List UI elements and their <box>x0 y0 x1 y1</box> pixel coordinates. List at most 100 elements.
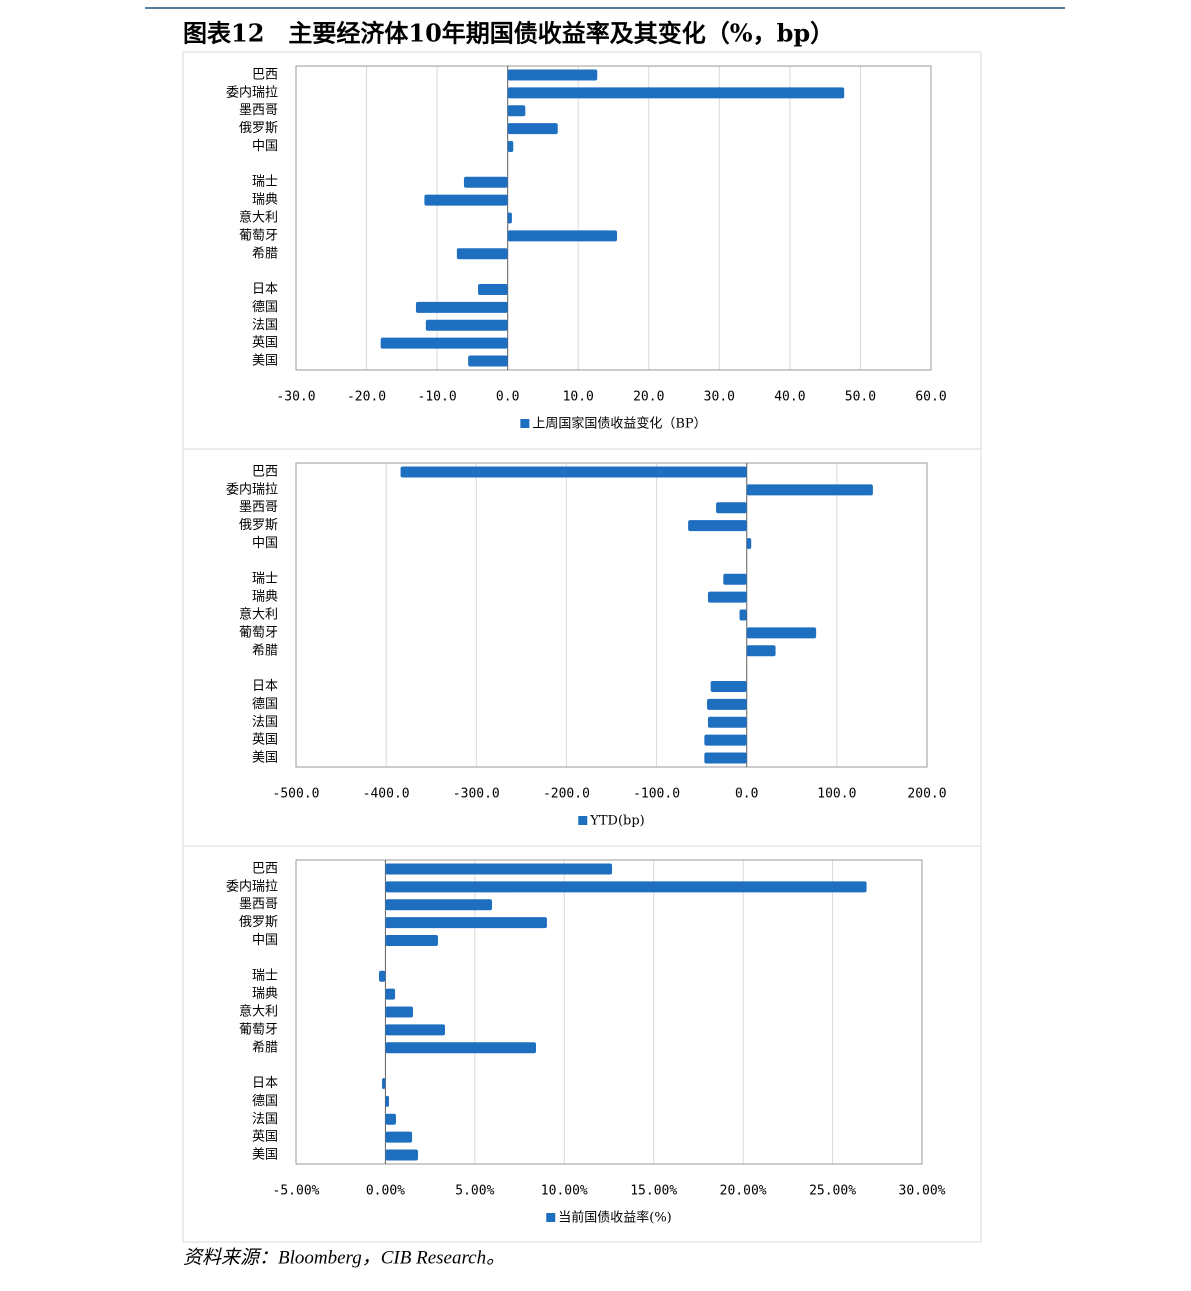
x-tick-label: -30.0 <box>276 390 315 405</box>
y-tick-label: 希腊 <box>252 246 278 261</box>
x-tick-label: 5.00% <box>455 1184 494 1199</box>
y-tick-label: 瑞典 <box>252 193 278 208</box>
bar <box>707 716 747 728</box>
bar <box>385 1131 413 1143</box>
bar <box>710 681 747 693</box>
y-tick-label: 法国 <box>252 1112 278 1127</box>
legend-label: 当前国债收益率(%) <box>558 1210 672 1226</box>
bar <box>378 970 386 982</box>
bar <box>507 212 512 224</box>
x-tick-label: 200.0 <box>907 787 946 802</box>
x-tick-label: -500.0 <box>273 787 320 802</box>
y-tick-label: 葡萄牙 <box>239 1022 278 1037</box>
x-tick-label: 0.0 <box>496 390 519 405</box>
x-tick-label: 10.0 <box>563 390 594 405</box>
bar <box>507 87 845 99</box>
x-tick-label: 50.0 <box>845 390 876 405</box>
x-tick-label: 30.0 <box>704 390 735 405</box>
y-tick-label: 巴西 <box>252 464 278 479</box>
x-tick-label: 10.00% <box>541 1184 588 1199</box>
bar <box>507 140 514 152</box>
x-tick-label: 40.0 <box>774 390 805 405</box>
bar <box>688 520 747 532</box>
bar <box>707 591 747 603</box>
y-tick-label: 瑞士 <box>252 969 278 984</box>
y-tick-label: 瑞士 <box>252 572 278 587</box>
y-tick-label: 意大利 <box>239 210 278 226</box>
bar <box>380 337 508 349</box>
bar <box>456 248 508 260</box>
x-tick-label: 0.00% <box>366 1184 405 1199</box>
y-tick-label: 意大利 <box>239 1004 278 1020</box>
bar <box>385 1006 413 1018</box>
x-tick-label: 20.00% <box>720 1184 767 1199</box>
y-tick-label: 日本 <box>252 1076 278 1091</box>
bar <box>400 466 747 478</box>
y-tick-label: 中国 <box>252 933 278 948</box>
legend-swatch <box>578 816 588 825</box>
y-tick-label: 俄罗斯 <box>239 518 278 533</box>
bar <box>463 176 508 188</box>
bar <box>385 1095 390 1107</box>
bar <box>385 1149 418 1161</box>
y-tick-label: 委内瑞拉 <box>226 878 278 894</box>
y-tick-label: 英国 <box>252 336 278 351</box>
bar <box>723 573 747 585</box>
bar <box>415 301 508 313</box>
bar <box>385 863 613 875</box>
y-tick-label: 俄罗斯 <box>239 915 278 930</box>
y-tick-label: 美国 <box>252 751 278 766</box>
x-tick-label: -200.0 <box>543 787 590 802</box>
y-tick-label: 德国 <box>252 1094 278 1109</box>
plot-frame <box>295 462 928 768</box>
x-tick-label: 30.00% <box>899 1184 946 1199</box>
bar <box>746 537 752 549</box>
x-tick-label: 60.0 <box>915 390 946 405</box>
x-tick-label: -300.0 <box>453 787 500 802</box>
y-tick-label: 中国 <box>252 139 278 154</box>
y-tick-label: 美国 <box>252 1148 278 1163</box>
y-tick-label: 墨西哥 <box>239 897 278 912</box>
source-note: 资料来源：Bloomberg，CIB Research。 <box>183 1247 505 1268</box>
bar <box>739 609 747 621</box>
bar <box>716 502 747 514</box>
y-tick-label: 希腊 <box>252 643 278 658</box>
legend-swatch <box>546 1213 556 1222</box>
y-tick-label: 瑞典 <box>252 987 278 1002</box>
bar <box>468 355 508 367</box>
y-tick-label: 英国 <box>252 733 278 748</box>
x-tick-label: -10.0 <box>418 390 457 405</box>
x-tick-label: 25.00% <box>809 1184 856 1199</box>
bar <box>385 1113 396 1125</box>
bar <box>507 69 598 81</box>
y-tick-label: 日本 <box>252 282 278 297</box>
plot-frame <box>295 859 923 1165</box>
y-tick-label: 法国 <box>252 318 278 333</box>
x-tick-label: 20.0 <box>633 390 664 405</box>
x-tick-label: 15.00% <box>630 1184 677 1199</box>
y-tick-label: 巴西 <box>252 67 278 82</box>
y-tick-label: 希腊 <box>252 1040 278 1055</box>
bar <box>746 645 776 657</box>
y-tick-label: 墨西哥 <box>239 500 278 515</box>
y-tick-label: 中国 <box>252 536 278 551</box>
bar <box>385 1024 445 1036</box>
bar <box>382 1078 386 1090</box>
legend-label: YTD(bp) <box>589 814 644 829</box>
bar <box>507 123 558 135</box>
x-tick-label: -100.0 <box>633 787 680 802</box>
bar <box>704 752 747 764</box>
y-tick-label: 委内瑞拉 <box>226 481 278 497</box>
bar <box>425 319 508 331</box>
y-tick-label: 瑞典 <box>252 590 278 605</box>
bar <box>424 194 508 206</box>
y-tick-label: 葡萄牙 <box>239 625 278 640</box>
figure-frame <box>182 51 982 1243</box>
y-tick-label: 瑞士 <box>252 175 278 190</box>
x-tick-label: -400.0 <box>363 787 410 802</box>
y-tick-label: 委内瑞拉 <box>226 84 278 100</box>
legend-label: 上周国家国债收益变化（BP） <box>532 416 706 432</box>
bar <box>385 988 396 1000</box>
y-tick-label: 英国 <box>252 1130 278 1145</box>
